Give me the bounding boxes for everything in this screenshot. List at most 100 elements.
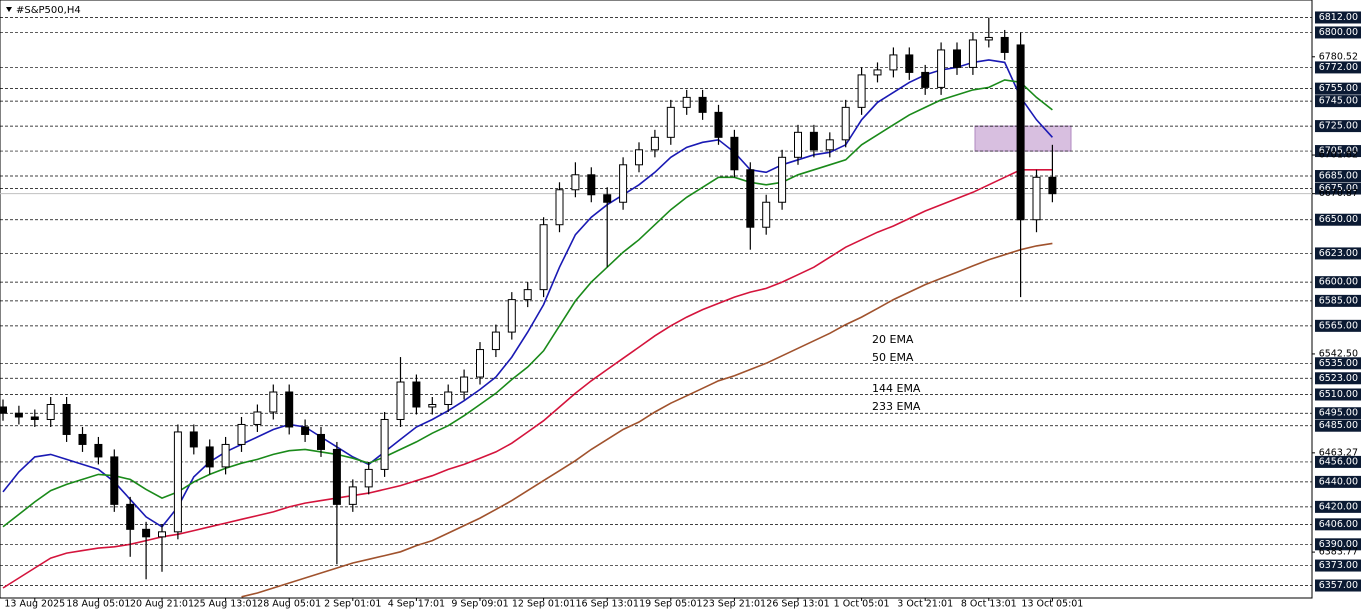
- candle-body: [746, 169, 755, 228]
- candle-body: [603, 194, 612, 203]
- level-label: 6745.00: [1319, 96, 1358, 107]
- legend-entry: 20 EMA: [872, 333, 914, 346]
- level-label-bg: [1315, 182, 1361, 195]
- y-tick-label: 6701.82: [1319, 150, 1358, 161]
- candle-body: [730, 136, 739, 171]
- candle-body: [460, 376, 469, 393]
- candle-body: [189, 431, 198, 448]
- x-tick-label: 23 Sep 21:01: [703, 599, 766, 610]
- candle-body: [873, 69, 882, 76]
- candle-body: [523, 289, 532, 301]
- level-label-bg: [1315, 11, 1361, 24]
- x-tick-label: 1 Oct 05:01: [834, 599, 890, 610]
- level-label-bg: [1315, 26, 1361, 39]
- level-label-bg: [1315, 455, 1361, 468]
- candle-body: [571, 174, 580, 191]
- level-label-bg: [1315, 357, 1361, 370]
- candle-body: [14, 412, 23, 418]
- candle-body: [142, 528, 151, 538]
- y-tick-label: 6383.77: [1319, 547, 1358, 558]
- menu-arrow: [6, 7, 12, 12]
- chart-title: #S&P500,H4: [16, 5, 81, 16]
- level-label: 6675.00: [1319, 183, 1358, 194]
- legend-entry: 233 EMA: [872, 400, 921, 413]
- candle-body: [253, 411, 262, 425]
- level-label-bg: [1315, 276, 1361, 289]
- x-tick-label: 2 Sep 01:01: [324, 599, 381, 610]
- candle-body: [794, 131, 802, 158]
- x-tick-label: 16 Sep 13:01: [575, 599, 638, 610]
- level-label: 6725.00: [1319, 121, 1358, 132]
- candle-body: [205, 446, 214, 468]
- candle-body: [30, 416, 39, 420]
- candle-body: [396, 381, 405, 420]
- y-tick-label: 6463.27: [1319, 447, 1358, 458]
- candle-body: [539, 224, 548, 291]
- candle-body: [905, 54, 914, 73]
- candle-body: [857, 74, 866, 108]
- level-label: 6420.00: [1319, 501, 1358, 512]
- level-label: 6535.00: [1319, 358, 1358, 369]
- candle-body: [1000, 36, 1009, 53]
- candle-body: [301, 426, 310, 435]
- plot-frame: [0, 0, 1313, 599]
- candle-body: [126, 503, 135, 530]
- level-label: 6600.00: [1319, 277, 1358, 288]
- candle-body: [221, 443, 230, 468]
- x-tick-label: 19 Sep 05:01: [639, 599, 702, 610]
- candle-body: [507, 299, 516, 333]
- x-tick-label: 8 Oct 13:01: [961, 599, 1017, 610]
- candle-body: [0, 406, 7, 414]
- level-label-bg: [1315, 407, 1361, 420]
- candle-body: [841, 106, 850, 141]
- level-label: 6495.00: [1319, 408, 1358, 419]
- candle-body: [714, 111, 723, 138]
- candle-body: [937, 49, 946, 88]
- candle-body: [953, 49, 961, 68]
- level-label-bg: [1315, 475, 1361, 488]
- level-label-bg: [1315, 579, 1361, 592]
- y-tick-label: 6670.87: [1319, 188, 1358, 199]
- x-tick-label: 13 Aug 2025: [4, 599, 65, 610]
- candle-body: [110, 456, 119, 505]
- x-tick-label: 26 Sep 13:01: [766, 599, 829, 610]
- x-tick-label: 18 Aug 05:01: [66, 599, 130, 610]
- level-label-bg: [1315, 319, 1361, 332]
- level-label-bg: [1315, 419, 1361, 432]
- level-label: 6485.00: [1319, 420, 1358, 431]
- candle-body: [173, 431, 182, 533]
- candle-body: [762, 201, 771, 228]
- level-label-bg: [1315, 247, 1361, 260]
- candle-body: [809, 131, 818, 151]
- candle-body: [158, 531, 166, 538]
- y-tick-label: 6542.50: [1319, 348, 1358, 359]
- candle-body: [968, 39, 977, 68]
- level-label: 6650.00: [1319, 214, 1358, 225]
- candle-body: [555, 189, 564, 226]
- candle-body: [825, 139, 834, 151]
- candle-body: [364, 468, 373, 488]
- level-label: 6390.00: [1319, 539, 1358, 550]
- candle-body: [1048, 176, 1057, 195]
- level-label-bg: [1315, 559, 1361, 572]
- level-label-bg: [1315, 518, 1361, 531]
- level-label-bg: [1315, 294, 1361, 307]
- candle-body: [619, 164, 628, 203]
- level-label: 6705.00: [1319, 146, 1358, 157]
- candle-body: [635, 149, 643, 166]
- level-label: 6755.00: [1319, 83, 1358, 94]
- level-label-bg: [1315, 213, 1361, 226]
- level-label: 6373.00: [1319, 560, 1358, 571]
- x-tick-label: 25 Aug 13:01: [194, 599, 258, 610]
- level-label-bg: [1315, 372, 1361, 385]
- candle-body: [666, 106, 675, 138]
- x-tick-label: 13 Oct 05:01: [1021, 599, 1083, 610]
- candle-body: [984, 36, 993, 41]
- candle-body: [1032, 176, 1041, 221]
- level-label: 6772.00: [1319, 62, 1358, 73]
- level-label-bg: [1315, 538, 1361, 551]
- level-label: 6357.00: [1319, 580, 1358, 591]
- x-tick-label: 20 Aug 21:01: [130, 599, 194, 610]
